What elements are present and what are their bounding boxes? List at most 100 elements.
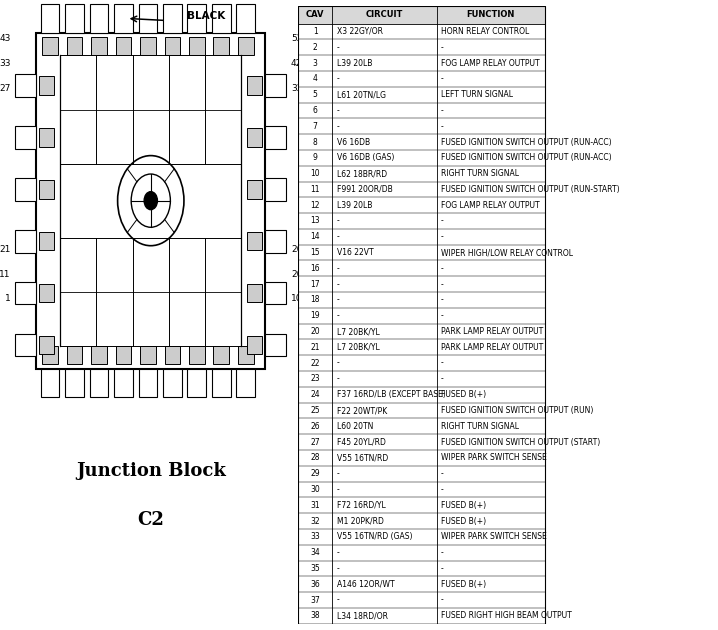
Bar bbox=[298, 529, 545, 545]
Bar bbox=[266, 178, 286, 200]
Text: -: - bbox=[441, 74, 444, 83]
Bar bbox=[139, 369, 157, 398]
Bar bbox=[298, 545, 545, 561]
Text: 13: 13 bbox=[310, 217, 320, 226]
Bar bbox=[114, 4, 133, 33]
Text: -: - bbox=[337, 311, 340, 320]
Text: 28: 28 bbox=[310, 454, 320, 462]
Bar bbox=[15, 126, 36, 149]
Bar bbox=[39, 336, 55, 354]
Bar bbox=[36, 33, 266, 369]
Text: F991 20OR/DB: F991 20OR/DB bbox=[337, 185, 392, 194]
Text: 16: 16 bbox=[310, 264, 320, 273]
Text: WIPER PARK SWITCH SENSE: WIPER PARK SWITCH SENSE bbox=[441, 454, 546, 462]
Bar bbox=[298, 308, 545, 324]
Text: F37 16RD/LB (EXCEPT BASE): F37 16RD/LB (EXCEPT BASE) bbox=[337, 390, 445, 399]
Bar bbox=[247, 336, 262, 354]
Bar bbox=[15, 334, 36, 357]
Text: -: - bbox=[441, 232, 444, 241]
Text: -: - bbox=[441, 374, 444, 384]
Bar bbox=[39, 232, 55, 251]
Text: 3: 3 bbox=[313, 59, 317, 67]
Text: FUSED IGNITION SWITCH OUTPUT (RUN-ACC): FUSED IGNITION SWITCH OUTPUT (RUN-ACC) bbox=[441, 137, 612, 147]
Bar bbox=[91, 37, 107, 55]
Bar bbox=[15, 74, 36, 97]
Bar bbox=[298, 229, 545, 244]
Text: 31: 31 bbox=[310, 501, 320, 510]
Text: F72 16RD/YL: F72 16RD/YL bbox=[337, 501, 386, 510]
Text: 1: 1 bbox=[313, 27, 317, 36]
Text: 24: 24 bbox=[310, 390, 320, 399]
Text: WIPER PARK SWITCH SENSE: WIPER PARK SWITCH SENSE bbox=[441, 532, 546, 541]
Text: 14: 14 bbox=[310, 232, 320, 241]
Bar bbox=[189, 346, 205, 364]
Text: 4: 4 bbox=[313, 74, 317, 83]
Text: -: - bbox=[441, 106, 444, 115]
Bar bbox=[116, 346, 131, 364]
Text: 19: 19 bbox=[310, 311, 320, 320]
Text: V6 16DB (GAS): V6 16DB (GAS) bbox=[337, 153, 394, 163]
Text: -: - bbox=[337, 106, 340, 115]
Bar bbox=[15, 178, 36, 200]
Bar bbox=[298, 134, 545, 150]
Bar bbox=[238, 346, 253, 364]
Bar bbox=[67, 37, 83, 55]
Bar bbox=[116, 37, 131, 55]
Bar bbox=[298, 150, 545, 166]
Text: 43: 43 bbox=[0, 35, 11, 43]
Text: -: - bbox=[441, 564, 444, 573]
Bar bbox=[298, 260, 545, 277]
Text: -: - bbox=[441, 280, 444, 289]
Text: -: - bbox=[441, 358, 444, 368]
Text: V55 16TN/RD: V55 16TN/RD bbox=[337, 454, 388, 462]
Text: L34 18RD/OR: L34 18RD/OR bbox=[337, 611, 388, 621]
Bar bbox=[298, 71, 545, 87]
Text: 2: 2 bbox=[313, 43, 317, 52]
Text: 11: 11 bbox=[0, 270, 11, 279]
Text: F45 20YL/RD: F45 20YL/RD bbox=[337, 438, 386, 447]
Bar bbox=[39, 284, 55, 302]
Bar bbox=[266, 230, 286, 253]
Bar bbox=[266, 334, 286, 357]
Text: L7 20BK/YL: L7 20BK/YL bbox=[337, 343, 379, 352]
Text: 20: 20 bbox=[310, 327, 320, 336]
Text: FUSED RIGHT HIGH BEAM OUTPUT: FUSED RIGHT HIGH BEAM OUTPUT bbox=[441, 611, 572, 621]
Bar bbox=[247, 129, 262, 147]
Text: 29: 29 bbox=[310, 469, 320, 478]
Bar bbox=[298, 355, 545, 371]
Text: Junction Block: Junction Block bbox=[76, 462, 225, 480]
Bar bbox=[15, 282, 36, 304]
Bar bbox=[212, 369, 230, 398]
Text: RIGHT TURN SIGNAL: RIGHT TURN SIGNAL bbox=[441, 169, 519, 178]
Circle shape bbox=[144, 192, 157, 210]
Text: -: - bbox=[337, 122, 340, 131]
Text: 12: 12 bbox=[310, 201, 320, 210]
Bar bbox=[91, 346, 107, 364]
Text: L61 20TN/LG: L61 20TN/LG bbox=[337, 90, 386, 99]
Bar bbox=[42, 346, 58, 364]
Bar bbox=[298, 576, 545, 592]
Text: 34: 34 bbox=[310, 548, 320, 557]
Text: 17: 17 bbox=[310, 280, 320, 289]
Bar bbox=[298, 450, 545, 466]
Bar bbox=[164, 37, 180, 55]
Text: 30: 30 bbox=[310, 485, 320, 494]
Text: -: - bbox=[337, 74, 340, 83]
Text: 10: 10 bbox=[310, 169, 320, 178]
Bar bbox=[163, 4, 182, 33]
Text: -: - bbox=[337, 232, 340, 241]
Bar bbox=[236, 369, 255, 398]
Text: 37: 37 bbox=[310, 595, 320, 605]
Bar bbox=[41, 4, 60, 33]
Text: BLACK: BLACK bbox=[187, 11, 225, 21]
Text: 26: 26 bbox=[291, 245, 302, 255]
Bar bbox=[114, 369, 133, 398]
Bar bbox=[298, 277, 545, 292]
Text: RIGHT TURN SIGNAL: RIGHT TURN SIGNAL bbox=[441, 422, 519, 431]
Text: FUSED B(+): FUSED B(+) bbox=[441, 501, 486, 510]
Bar bbox=[298, 55, 545, 71]
Text: -: - bbox=[337, 485, 340, 494]
Bar bbox=[39, 76, 55, 95]
Text: 42: 42 bbox=[291, 59, 302, 68]
Text: 18: 18 bbox=[310, 295, 320, 304]
